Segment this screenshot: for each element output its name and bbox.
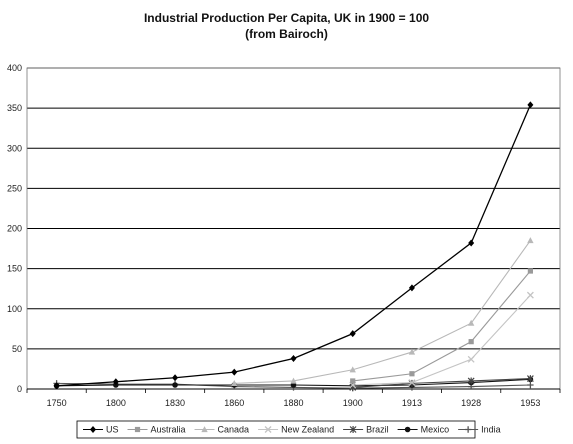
data-point-mexico xyxy=(290,382,297,388)
legend-item-us: US xyxy=(83,425,119,435)
y-tick-label: 250 xyxy=(7,183,22,193)
tick-labels: 0 50 100 150 200 250 300 350 400 1750 1800 1830 1860… xyxy=(7,63,540,408)
series-australia xyxy=(350,268,533,384)
x-tick-label: 1928 xyxy=(461,398,481,408)
legend-label: Canada xyxy=(218,425,250,435)
legend-marker xyxy=(90,426,96,433)
data-point-australia xyxy=(350,378,356,384)
y-tick-label: 350 xyxy=(7,103,22,113)
data-point-us xyxy=(172,374,179,382)
legend-marker xyxy=(464,426,472,433)
x-tick-label: 1880 xyxy=(283,398,303,408)
legend-label: Mexico xyxy=(421,425,450,435)
legend-marker xyxy=(134,426,141,433)
data-point-australia xyxy=(527,268,533,274)
x-tick-label: 1953 xyxy=(520,398,540,408)
data-point-india xyxy=(527,381,534,389)
x-tick-label: 1750 xyxy=(47,398,67,408)
legend-marker xyxy=(349,426,357,433)
legend-marker xyxy=(404,426,411,433)
axes xyxy=(26,67,561,393)
data-point-brazil xyxy=(526,375,534,383)
data-point-canada xyxy=(467,319,475,326)
data-point-brazil xyxy=(467,377,475,385)
legend-item-brazil: Brazil xyxy=(343,425,389,435)
legend-label: Brazil xyxy=(366,425,389,435)
data-point-australia xyxy=(409,371,415,377)
x-tick-label: 1860 xyxy=(224,398,244,408)
legend-item-india: India xyxy=(458,425,501,435)
data-point-us xyxy=(112,378,119,386)
legend-label: Australia xyxy=(151,425,186,435)
data-point-us xyxy=(290,355,297,363)
data-point-mexico xyxy=(172,382,178,388)
series-us xyxy=(53,101,534,390)
y-tick-label: 200 xyxy=(7,224,22,234)
legend-item-mexico: Mexico xyxy=(397,425,450,435)
y-tick-label: 50 xyxy=(12,344,22,354)
data-point-canada xyxy=(527,237,534,244)
y-tick-label: 0 xyxy=(17,384,22,394)
data-point-canada xyxy=(408,348,416,355)
gridlines xyxy=(27,67,560,350)
legend-item-canada: Canada xyxy=(194,425,250,435)
x-tick-label: 1830 xyxy=(165,398,185,408)
series-new-zealand xyxy=(349,291,534,389)
data-point-canada xyxy=(231,379,238,386)
series-line-canada xyxy=(234,240,531,384)
y-tick-label: 300 xyxy=(7,143,22,153)
data-point-us xyxy=(468,239,475,247)
chart-title: Industrial Production Per Capita, UK in … xyxy=(143,11,430,25)
series-line-australia xyxy=(352,270,531,382)
series-line-new-zealand xyxy=(352,294,531,386)
data-point-us xyxy=(349,330,356,338)
data-point-australia xyxy=(468,339,474,345)
y-tick-label: 400 xyxy=(7,63,22,73)
data-point-us xyxy=(53,382,60,390)
x-tick-label: 1900 xyxy=(343,398,363,408)
x-tick-label: 1800 xyxy=(106,398,126,408)
series-line-brazil xyxy=(352,378,531,388)
data-point-canada xyxy=(290,377,297,384)
legend-label: US xyxy=(106,425,119,435)
legend-item-new-zealand: New Zealand xyxy=(258,425,334,435)
series-canada xyxy=(231,237,534,386)
data-point-new-zealand xyxy=(526,291,534,299)
data-point-us xyxy=(231,368,238,376)
legend: US Australia Canada New Zealand Brazil Mexico… xyxy=(76,420,501,439)
data-point-new-zealand xyxy=(467,355,475,363)
data-point-new-zealand xyxy=(408,379,416,387)
x-tick-label: 1913 xyxy=(402,398,422,408)
y-tick-label: 100 xyxy=(7,304,22,314)
legend-label: India xyxy=(481,425,501,435)
legend-marker xyxy=(201,426,208,433)
series-line-us xyxy=(56,104,531,387)
legend-item-australia: Australia xyxy=(127,425,186,435)
y-tick-label: 150 xyxy=(7,264,22,274)
legend-marker xyxy=(264,426,272,433)
data-point-canada xyxy=(349,366,356,373)
legend-label: New Zealand xyxy=(281,425,334,435)
data-point-us xyxy=(408,284,415,292)
data-point-us xyxy=(527,101,534,109)
series-layer xyxy=(53,101,534,392)
chart-subtitle: (from Bairoch) xyxy=(245,27,328,41)
